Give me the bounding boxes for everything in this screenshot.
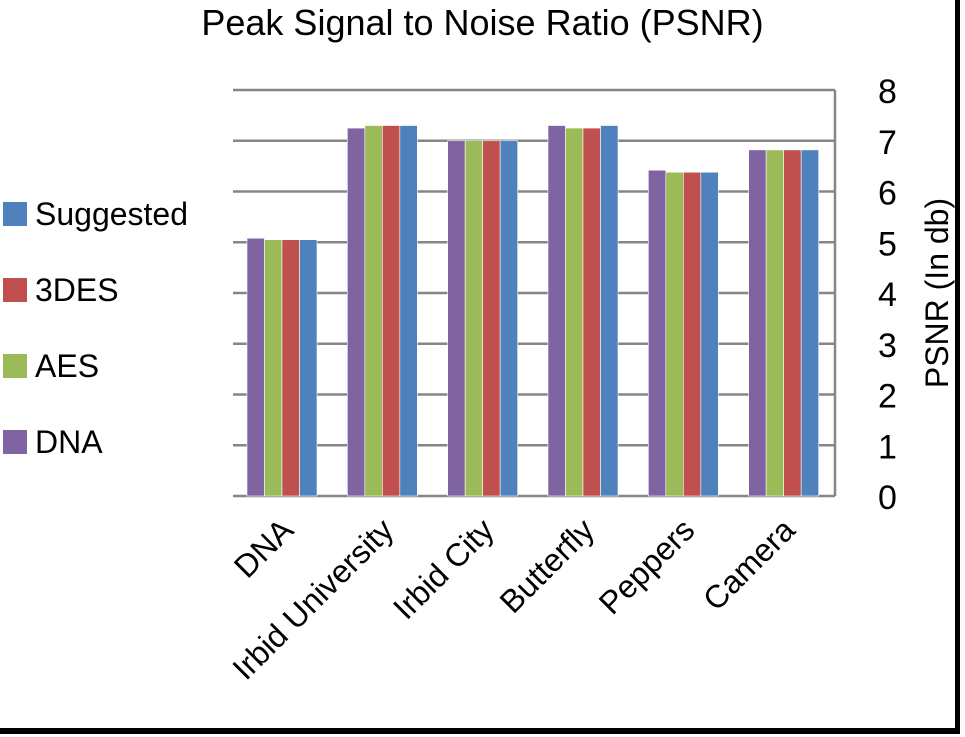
bar <box>783 149 802 497</box>
bar <box>748 149 767 497</box>
bar <box>482 140 501 497</box>
bar <box>246 237 265 497</box>
bar <box>299 239 318 497</box>
bar <box>547 125 566 497</box>
x-tick-label: DNA <box>227 511 301 585</box>
bar <box>364 125 383 497</box>
bar <box>464 140 483 497</box>
y-tick-label: 5 <box>878 225 897 263</box>
bar <box>347 127 366 497</box>
x-tick-label: Camera <box>696 511 802 617</box>
bar <box>399 125 418 497</box>
bar <box>582 127 601 497</box>
legend-label: AES <box>35 347 100 384</box>
legend-swatch <box>3 430 27 454</box>
legend-swatch <box>3 202 27 226</box>
y-tick-label: 8 <box>878 73 897 111</box>
legend-label: DNA <box>35 423 103 460</box>
x-tick-label: Butterfly <box>493 511 601 619</box>
legend-item: 3DES <box>3 268 119 312</box>
legend-label: 3DES <box>35 271 119 308</box>
legend-swatch <box>3 354 27 378</box>
y-axis-title: PSNR (In db) <box>919 198 955 388</box>
y-tick-label: 2 <box>878 378 897 416</box>
y-tick-label: 6 <box>878 175 897 213</box>
y-tick-label: 3 <box>878 327 897 365</box>
bar <box>447 140 466 497</box>
bar <box>382 125 401 497</box>
bar <box>665 171 684 497</box>
x-tick-label: Irbid City <box>386 511 501 626</box>
bar <box>700 171 719 497</box>
legend-item: AES <box>3 344 99 388</box>
bar <box>800 149 819 497</box>
legend-item: Suggested <box>3 192 188 236</box>
bar <box>281 239 300 497</box>
y-tick-label: 7 <box>878 124 897 162</box>
bar <box>600 125 619 497</box>
y-tick-label: 0 <box>878 479 897 517</box>
bar <box>565 127 584 497</box>
bar <box>264 239 283 497</box>
chart-title: Peak Signal to Noise Ratio (PSNR) <box>201 2 764 43</box>
legend-item: DNA <box>3 420 103 464</box>
bar <box>499 140 518 497</box>
x-tick-label: Peppers <box>592 511 702 621</box>
legend-label: Suggested <box>35 195 189 232</box>
legend-swatch <box>3 278 27 302</box>
bar <box>648 169 667 497</box>
y-tick-label: 4 <box>878 276 897 314</box>
bar <box>683 171 702 497</box>
y-tick-label: 1 <box>878 428 897 466</box>
bar <box>765 149 784 497</box>
